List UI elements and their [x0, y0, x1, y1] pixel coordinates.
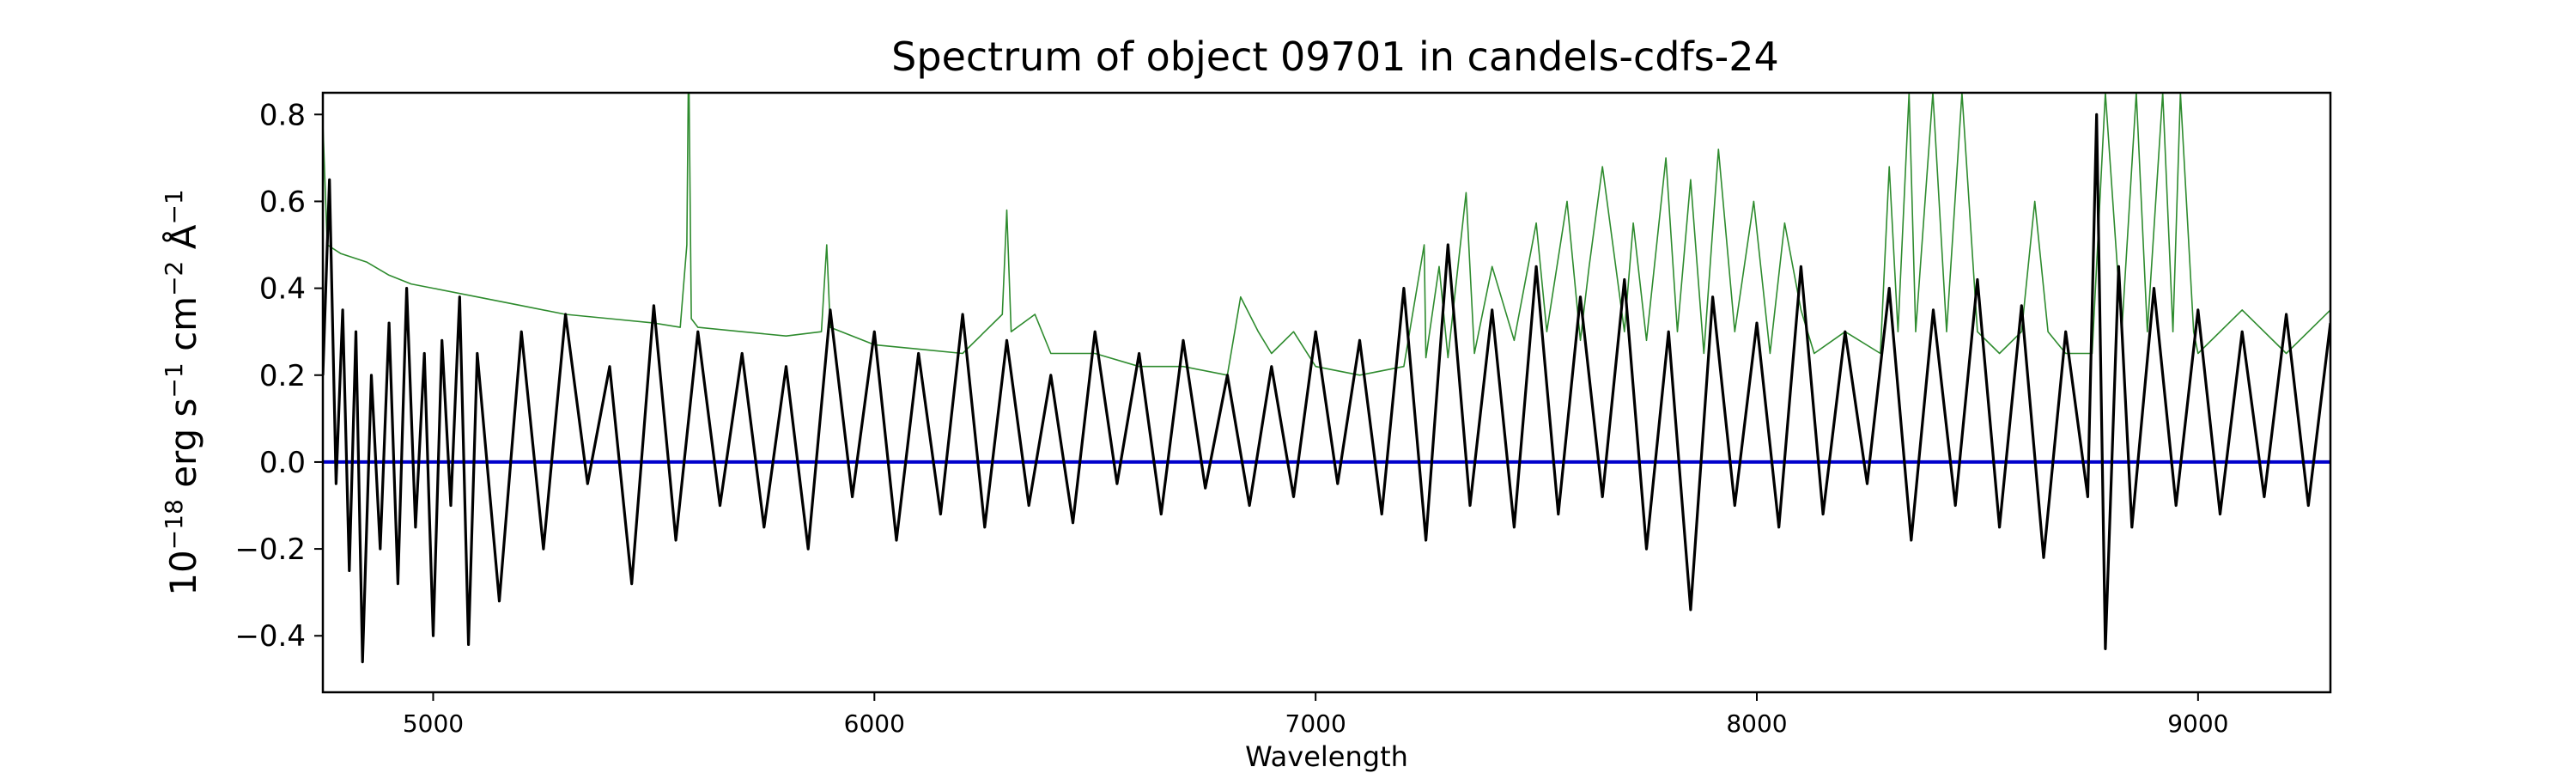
y-tick-label: 0.8 [259, 98, 306, 132]
y-axis-ticks: −0.4 −0.2 0.0 0.2 0.4 0.6 0.8 [234, 98, 323, 654]
series-layer [323, 93, 2330, 664]
x-axis-ticks: 5000 6000 7000 8000 9000 [403, 692, 2228, 738]
series-sky-line [323, 93, 2330, 376]
chart-title: Spectrum of object 09701 in candels-cdfs… [891, 33, 1779, 80]
ylabel-ang: Å [161, 224, 204, 260]
ylabel-exp2: −1 [160, 362, 188, 398]
y-tick-label: 0.6 [259, 185, 306, 219]
y-tick-label: −0.4 [234, 619, 306, 654]
y-axis-label: 10−18 erg s−1 cm−2 Å−1 [160, 189, 204, 595]
plot-frame [321, 91, 2332, 694]
x-tick-label: 7000 [1285, 709, 1346, 738]
y-tick-label: 0.2 [259, 359, 306, 393]
x-tick-label: 5000 [403, 709, 464, 738]
y-tick-label: 0.4 [259, 272, 306, 307]
x-tick-label: 6000 [844, 709, 905, 738]
series-flux-line [323, 113, 2330, 664]
x-tick-label: 9000 [2167, 709, 2228, 738]
ylabel-erg: erg s [162, 399, 204, 500]
ylabel-cm: cm [162, 296, 204, 362]
ylabel-exp3: −2 [160, 261, 188, 296]
ylabel-exp4: −1 [160, 189, 188, 224]
ylabel-exp1: −18 [160, 499, 188, 550]
y-tick-label: 0.0 [259, 446, 306, 480]
ylabel-prefix: 10 [162, 550, 204, 595]
x-axis-label: Wavelength [1245, 740, 1408, 773]
y-tick-label: −0.2 [234, 533, 306, 567]
x-tick-label: 8000 [1726, 709, 1787, 738]
